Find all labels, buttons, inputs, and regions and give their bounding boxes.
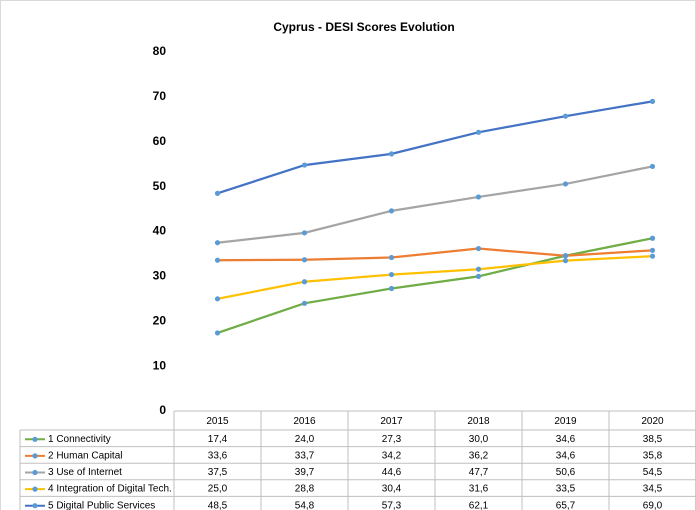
x-tick-label: 2018 [467,416,490,427]
marker [214,330,221,336]
marker [301,300,308,306]
marker [301,162,308,168]
data-label: 57,3 [382,500,402,510]
data-label: 34,6 [556,451,576,462]
marker [301,279,308,285]
y-tick-label: 60 [153,134,167,148]
x-tick-label: 2017 [380,416,403,427]
series-line [217,255,653,300]
legend-marker [32,453,38,459]
marker [214,190,221,196]
legend-label: 5 Digital Public Services [48,500,155,510]
marker [388,285,395,292]
data-label: 38,5 [643,434,663,445]
legend-label: 4 Integration of Digital Tech. [48,484,172,495]
marker [214,240,221,246]
data-label: 34,5 [643,484,663,495]
data-label: 47,7 [469,467,489,478]
marker [388,271,395,278]
y-tick-label: 40 [153,224,167,238]
marker [214,296,221,302]
legend-label: 2 Human Capital [48,451,122,462]
legend-marker [32,436,38,442]
marker [475,266,482,272]
marker [649,163,656,170]
data-label: 33,7 [295,451,315,462]
series-line [217,247,653,262]
data-label: 62,1 [469,500,489,510]
data-label: 33,5 [556,484,576,495]
data-label: 36,2 [469,451,489,462]
y-tick-label: 20 [153,313,167,327]
x-tick-label: 2019 [554,416,577,427]
data-label: 48,5 [208,500,228,510]
data-label: 27,3 [382,434,402,445]
x-tick-label: 2016 [293,416,316,427]
y-tick-label: 70 [153,89,167,103]
legend-marker [32,469,38,476]
marker [475,245,482,252]
series-line [217,100,653,195]
data-label: 54,5 [643,467,663,478]
marker [562,181,569,187]
marker [562,113,569,119]
y-tick-label: 0 [159,403,166,417]
data-label: 35,8 [643,451,663,462]
series-line [217,165,653,244]
data-label: 37,5 [208,467,228,478]
marker [301,257,308,263]
data-label: 30,4 [382,484,402,495]
marker [388,254,395,261]
marker [388,208,395,214]
marker [562,258,569,264]
data-label: 30,0 [469,434,489,445]
marker [301,230,308,236]
marker [388,151,395,157]
data-label: 24,0 [295,434,315,445]
legend-marker [32,503,38,509]
marker [649,98,656,104]
legend-marker [32,486,38,492]
data-label: 65,7 [556,500,576,510]
data-label: 39,7 [295,467,315,478]
data-label: 50,6 [556,467,576,478]
marker [475,273,482,279]
data-label: 31,6 [469,484,489,495]
marker [649,253,656,259]
marker [649,235,656,241]
data-label: 34,6 [556,434,576,445]
marker [475,129,482,135]
data-label: 69,0 [643,500,663,510]
y-tick-label: 50 [153,179,167,193]
data-label: 28,8 [295,484,315,495]
data-label: 44,6 [382,467,402,478]
chart-title: Cyprus - DESI Scores Evolution [273,20,454,34]
data-label: 17,4 [208,434,228,445]
data-label: 25,0 [208,484,228,495]
legend-label: 3 Use of Internet [48,467,122,478]
x-tick-label: 2020 [641,416,664,427]
y-tick-label: 10 [153,358,167,372]
y-tick-label: 80 [153,44,167,58]
y-tick-label: 30 [153,269,167,283]
series-line [217,237,653,334]
marker [562,253,569,259]
data-label: 54,8 [295,500,315,510]
marker [649,247,656,253]
data-label: 34,2 [382,451,402,462]
legend-label: 1 Connectivity [48,434,111,445]
marker [475,194,482,200]
data-label: 33,6 [208,451,228,462]
marker [214,257,221,263]
x-tick-label: 2015 [206,416,229,427]
